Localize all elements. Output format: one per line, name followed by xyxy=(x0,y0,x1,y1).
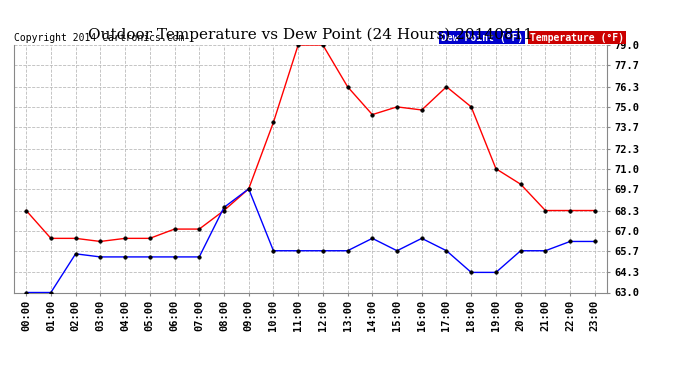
Text: Dew Point (°F): Dew Point (°F) xyxy=(441,33,523,42)
Title: Outdoor Temperature vs Dew Point (24 Hours) 20140811: Outdoor Temperature vs Dew Point (24 Hou… xyxy=(88,28,533,42)
Text: Copyright 2014 Cartronics.com: Copyright 2014 Cartronics.com xyxy=(14,33,184,42)
Text: Temperature (°F): Temperature (°F) xyxy=(530,33,624,42)
